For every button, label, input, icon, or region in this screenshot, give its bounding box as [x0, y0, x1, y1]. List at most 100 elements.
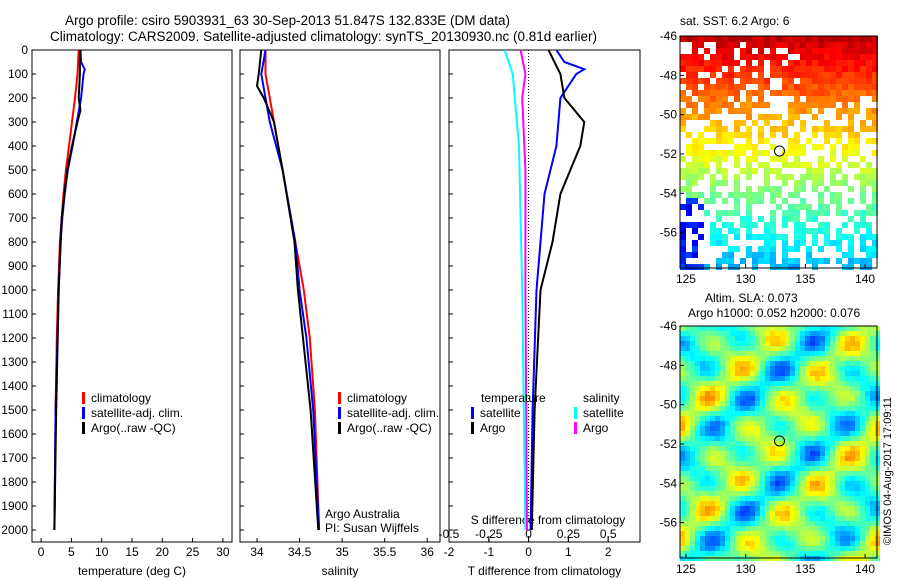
map-cell — [725, 441, 730, 446]
map-cell — [745, 436, 750, 441]
map-cell — [716, 54, 722, 60]
map-cell — [825, 456, 830, 461]
map-cell — [720, 551, 725, 556]
map-cell — [775, 421, 780, 426]
map-cell — [782, 126, 788, 132]
map-cell — [760, 426, 765, 431]
map-cell — [686, 204, 692, 210]
map-cell — [836, 204, 842, 210]
map-cell — [835, 391, 840, 396]
map-cell — [830, 96, 836, 102]
map-cell — [700, 496, 705, 501]
map-cell — [746, 174, 752, 180]
map-cell — [815, 481, 820, 486]
map-cell — [825, 551, 830, 556]
map-cell — [850, 516, 855, 521]
map-cell — [685, 471, 690, 476]
map-cell — [865, 531, 870, 536]
map-cell — [752, 222, 758, 228]
map-cell — [700, 341, 705, 346]
map-cell — [812, 66, 818, 72]
map-cell — [815, 526, 820, 531]
map-cell — [725, 456, 730, 461]
map-cell — [715, 416, 720, 421]
map-cell — [842, 234, 848, 240]
map-cell — [818, 66, 824, 72]
map-cell — [728, 102, 734, 108]
map-cell — [850, 356, 855, 361]
map-cell — [790, 521, 795, 526]
map-cell — [824, 96, 830, 102]
map-cell — [825, 521, 830, 526]
map-cell — [775, 391, 780, 396]
map-cell — [812, 102, 818, 108]
map-cell — [818, 204, 824, 210]
x-tick-label: 0 — [525, 545, 532, 559]
map-cell — [855, 466, 860, 471]
map-cell — [806, 258, 812, 264]
map-cell — [836, 90, 842, 96]
map-cell — [755, 506, 760, 511]
map-cell — [735, 451, 740, 456]
map-cell — [770, 376, 775, 381]
map-cell — [795, 491, 800, 496]
map-cell — [760, 416, 765, 421]
map-cell — [716, 150, 722, 156]
map-cell — [746, 78, 752, 84]
map-cell — [835, 531, 840, 536]
x-tick-label: 25 — [186, 545, 200, 559]
map-cell — [725, 391, 730, 396]
map-cell — [866, 222, 872, 228]
map-cell — [800, 536, 805, 541]
map-cell — [782, 258, 788, 264]
map-cell — [716, 168, 722, 174]
map-cell — [740, 361, 745, 366]
map-cell — [710, 386, 715, 391]
map-cell — [795, 331, 800, 336]
map-cell — [855, 506, 860, 511]
map-cell — [704, 102, 710, 108]
map-cell — [812, 36, 818, 42]
map-cell — [730, 506, 735, 511]
map-cell — [755, 541, 760, 546]
map-cell — [800, 531, 805, 536]
map-cell — [730, 416, 735, 421]
map-cell — [755, 446, 760, 451]
map-cell — [845, 356, 850, 361]
map-cell — [705, 391, 710, 396]
map-cell — [705, 376, 710, 381]
map-cell — [810, 396, 815, 401]
map-cell — [855, 431, 860, 436]
map-cell — [745, 336, 750, 341]
map-cell — [760, 351, 765, 356]
map-cell — [780, 326, 785, 331]
map-cell — [820, 446, 825, 451]
map-cell — [788, 36, 794, 42]
map-cell — [790, 501, 795, 506]
map-cell — [806, 168, 812, 174]
y-tick-label: 2000 — [1, 523, 28, 537]
map-cell — [810, 541, 815, 546]
map-cell — [715, 371, 720, 376]
map-cell — [710, 516, 715, 521]
map-cell — [752, 90, 758, 96]
map-cell — [770, 371, 775, 376]
map-cell — [695, 551, 700, 556]
map-cell — [770, 132, 776, 138]
map-cell — [692, 198, 698, 204]
map-cell — [848, 78, 854, 84]
map-cell — [836, 66, 842, 72]
map-cell — [680, 366, 685, 371]
map-cell — [805, 326, 810, 331]
map-cell — [835, 441, 840, 446]
map-cell — [735, 511, 740, 516]
map-cell — [825, 511, 830, 516]
map-cell — [836, 132, 842, 138]
map-cell — [870, 331, 875, 336]
legend-label: climatology — [91, 391, 151, 405]
map-cell — [824, 78, 830, 84]
legend-swatch — [574, 422, 577, 434]
map-cell — [695, 536, 700, 541]
map-cell — [695, 496, 700, 501]
map-cell — [782, 90, 788, 96]
